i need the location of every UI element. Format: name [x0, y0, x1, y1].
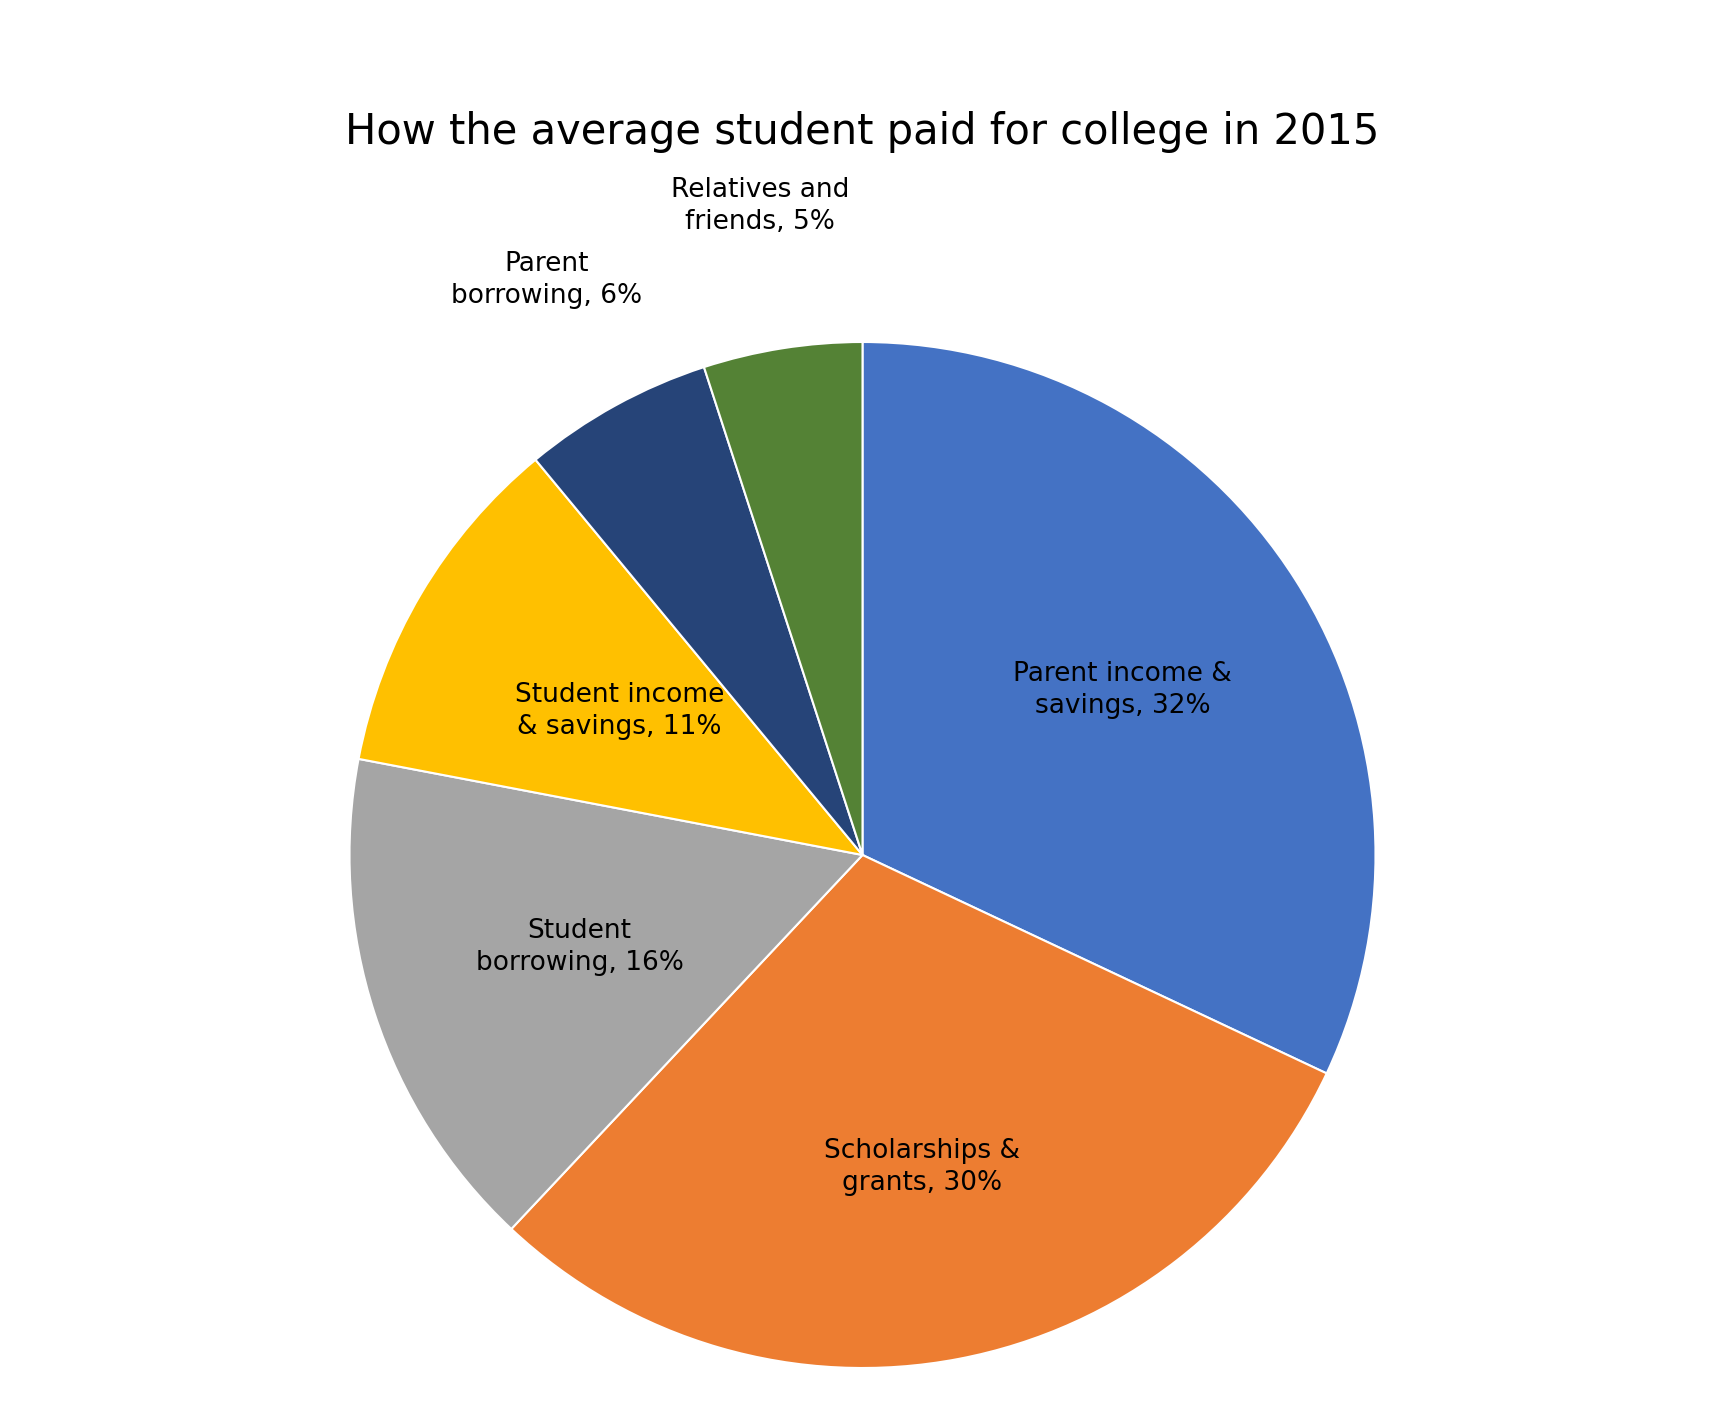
Text: Relatives and
friends, 5%: Relatives and friends, 5%: [671, 178, 849, 235]
Text: Student income
& savings, 11%: Student income & savings, 11%: [516, 683, 724, 741]
Wedge shape: [862, 342, 1375, 1073]
Wedge shape: [535, 368, 862, 855]
Wedge shape: [350, 760, 862, 1228]
Text: Student
borrowing, 16%: Student borrowing, 16%: [476, 918, 683, 976]
Text: Scholarships &
grants, 30%: Scholarships & grants, 30%: [825, 1139, 1019, 1197]
Title: How the average student paid for college in 2015: How the average student paid for college…: [345, 111, 1380, 154]
Text: Parent
borrowing, 6%: Parent borrowing, 6%: [450, 251, 642, 309]
Text: Parent income &
savings, 32%: Parent income & savings, 32%: [1013, 661, 1232, 720]
Wedge shape: [359, 460, 862, 855]
Wedge shape: [704, 342, 862, 855]
Wedge shape: [511, 855, 1327, 1368]
